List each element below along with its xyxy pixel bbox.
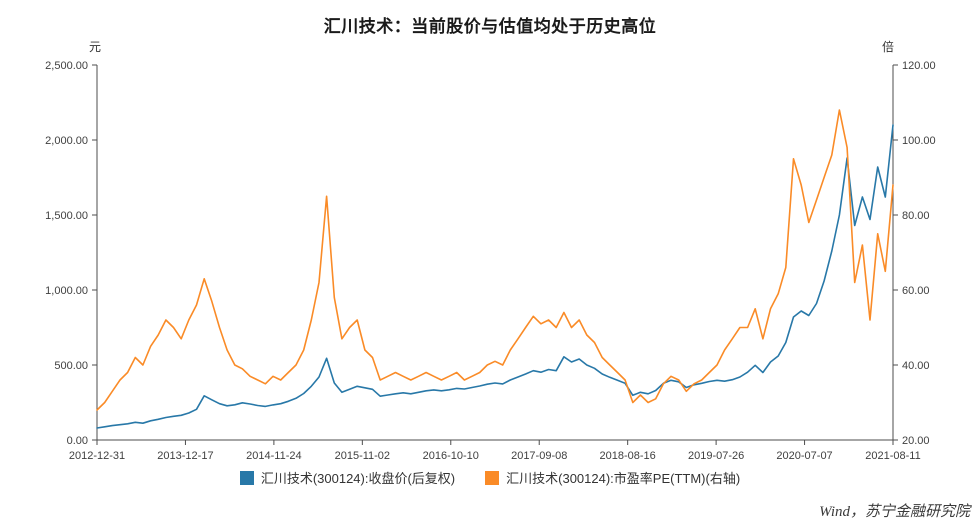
x-axis-tick-label: 2013-12-17 xyxy=(157,450,213,462)
chart-title: 汇川技术：当前股价与估值均处于历史高位 xyxy=(323,17,657,36)
left-axis-tick-label: 1,500.00 xyxy=(45,210,88,222)
x-axis-tick-label: 2014-11-24 xyxy=(246,450,301,462)
x-axis-tick-label: 2012-12-31 xyxy=(69,450,125,462)
legend-item-price: 汇川技术(300124):收盘价(后复权) xyxy=(239,468,456,487)
x-axis-tick-label: 2018-08-16 xyxy=(600,450,656,462)
left-axis-tick-label: 1,000.00 xyxy=(45,285,88,297)
left-axis-tick-label: 2,500.00 xyxy=(45,60,88,72)
right-axis-tick-label: 40.00 xyxy=(902,360,930,372)
right-axis-tick-label: 80.00 xyxy=(902,210,930,222)
pe-legend-swatch xyxy=(485,470,500,485)
left-axis-tick-label: 500.00 xyxy=(54,360,88,372)
x-axis-tick-label: 2017-09-08 xyxy=(511,450,567,462)
x-axis-tick-label: 2019-07-26 xyxy=(688,450,744,462)
right-axis-tick-label: 60.00 xyxy=(902,285,930,297)
left-axis-unit: 元 xyxy=(89,40,102,54)
legend: 汇川技术(300124):收盘价(后复权) 汇川技术(300124):市盈率PE… xyxy=(0,468,980,487)
x-axis-tick-label: 2021-08-11 xyxy=(865,450,920,462)
right-axis-tick-label: 20.00 xyxy=(902,435,930,447)
pe-legend-label: 汇川技术(300124):市盈率PE(TTM)(右轴) xyxy=(506,471,741,486)
left-axis-tick-label: 0.00 xyxy=(67,435,88,447)
x-axis-tick-label: 2015-11-02 xyxy=(335,450,390,462)
price-legend-label: 汇川技术(300124):收盘价(后复权) xyxy=(260,471,456,486)
x-axis-tick-label: 2016-10-10 xyxy=(423,450,479,462)
right-axis-tick-label: 120.00 xyxy=(902,60,936,72)
x-axis-tick-label: 2020-07-07 xyxy=(776,450,832,462)
price-series-line xyxy=(96,124,894,429)
price-legend-swatch xyxy=(239,470,254,485)
pe-series-line xyxy=(96,109,894,411)
right-axis-tick-label: 100.00 xyxy=(902,135,936,147)
right-axis-unit: 倍 xyxy=(882,40,895,54)
legend-item-pe: 汇川技术(300124):市盈率PE(TTM)(右轴) xyxy=(485,468,740,487)
left-axis-tick-label: 2,000.00 xyxy=(45,135,88,147)
watermark: Wind，苏宁金融研究院 xyxy=(819,504,970,520)
